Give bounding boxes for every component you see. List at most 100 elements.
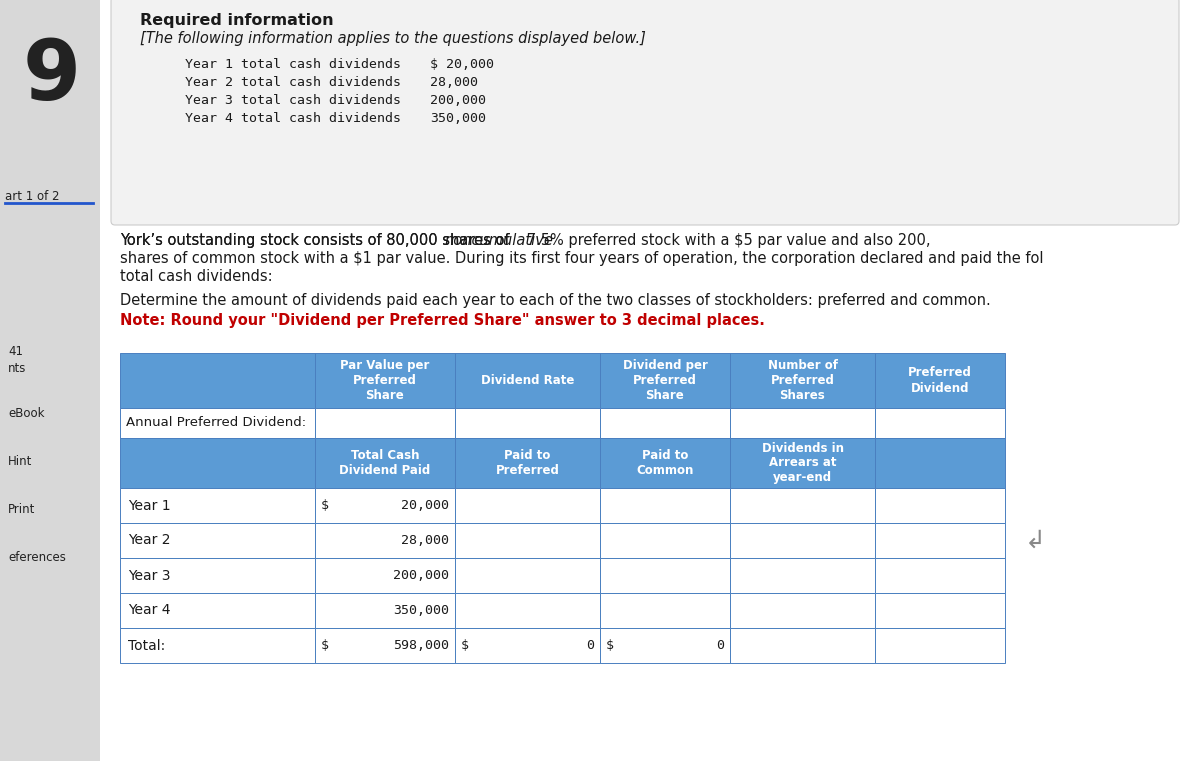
Bar xyxy=(455,408,600,438)
Bar xyxy=(314,408,455,438)
Text: 0: 0 xyxy=(586,639,594,652)
Text: 41: 41 xyxy=(8,345,23,358)
Text: Preferred
Dividend: Preferred Dividend xyxy=(908,367,972,394)
Text: Year 2: Year 2 xyxy=(128,533,170,547)
Bar xyxy=(875,353,1006,408)
Bar xyxy=(730,488,875,523)
Bar xyxy=(120,558,314,593)
Text: $ 20,000: $ 20,000 xyxy=(430,58,494,71)
Bar xyxy=(875,408,1006,438)
Text: York’s outstanding stock consists of 80,000 shares of: York’s outstanding stock consists of 80,… xyxy=(120,233,514,248)
Bar xyxy=(600,408,730,438)
Text: noncumulative: noncumulative xyxy=(444,233,553,248)
Bar xyxy=(455,628,600,663)
Text: eBook: eBook xyxy=(8,407,44,421)
Text: 350,000: 350,000 xyxy=(430,112,486,125)
Text: Par Value per
Preferred
Share: Par Value per Preferred Share xyxy=(341,359,430,402)
Text: Paid to
Preferred: Paid to Preferred xyxy=(496,449,559,477)
Text: Total Cash
Dividend Paid: Total Cash Dividend Paid xyxy=(340,449,431,477)
Bar xyxy=(600,353,730,408)
Text: $: $ xyxy=(322,639,329,652)
Text: Year 1 total cash dividends: Year 1 total cash dividends xyxy=(185,58,401,71)
Bar xyxy=(120,438,314,488)
Text: 28,000: 28,000 xyxy=(430,76,478,89)
Bar xyxy=(875,523,1006,558)
Text: [The following information applies to the questions displayed below.]: [The following information applies to th… xyxy=(140,31,646,46)
Text: 0: 0 xyxy=(716,639,724,652)
Bar xyxy=(875,628,1006,663)
Bar xyxy=(455,558,600,593)
Text: $: $ xyxy=(606,639,614,652)
Bar xyxy=(600,438,730,488)
Text: 598,000: 598,000 xyxy=(394,639,449,652)
Bar xyxy=(314,558,455,593)
Bar xyxy=(730,523,875,558)
Bar xyxy=(730,408,875,438)
Text: York’s outstanding stock consists of 80,000 shares of: York’s outstanding stock consists of 80,… xyxy=(120,233,514,248)
Text: 200,000: 200,000 xyxy=(394,569,449,582)
Bar xyxy=(120,628,314,663)
Bar xyxy=(455,353,600,408)
Text: eferences: eferences xyxy=(8,550,66,564)
Bar xyxy=(730,438,875,488)
Text: art 1 of 2: art 1 of 2 xyxy=(5,189,60,202)
Bar xyxy=(120,488,314,523)
Text: ↲: ↲ xyxy=(1025,528,1045,552)
Text: Hint: Hint xyxy=(8,455,32,469)
Text: Determine the amount of dividends paid each year to each of the two classes of s: Determine the amount of dividends paid e… xyxy=(120,293,991,308)
Bar xyxy=(730,628,875,663)
Bar xyxy=(314,488,455,523)
Text: Dividend per
Preferred
Share: Dividend per Preferred Share xyxy=(623,359,708,402)
Text: 28,000: 28,000 xyxy=(401,534,449,547)
Text: 200,000: 200,000 xyxy=(430,94,486,107)
Bar xyxy=(314,438,455,488)
Text: total cash dividends:: total cash dividends: xyxy=(120,269,272,284)
Text: 7.5% preferred stock with a $5 par value and also 200,: 7.5% preferred stock with a $5 par value… xyxy=(522,233,930,248)
Text: 9: 9 xyxy=(23,36,82,117)
Bar xyxy=(120,593,314,628)
Bar xyxy=(730,353,875,408)
Bar xyxy=(455,593,600,628)
Text: shares of common stock with a $1 par value. During its first four years of opera: shares of common stock with a $1 par val… xyxy=(120,251,1044,266)
Text: Year 3: Year 3 xyxy=(128,568,170,582)
Text: 20,000: 20,000 xyxy=(401,499,449,512)
Text: Year 1: Year 1 xyxy=(128,498,170,512)
Bar xyxy=(600,523,730,558)
Bar xyxy=(120,353,314,408)
Text: Annual Preferred Dividend:: Annual Preferred Dividend: xyxy=(126,416,306,429)
Bar xyxy=(120,408,314,438)
Text: Required information: Required information xyxy=(140,13,334,28)
Bar xyxy=(455,488,600,523)
Bar xyxy=(600,558,730,593)
Bar xyxy=(0,0,100,761)
Text: Dividend Rate: Dividend Rate xyxy=(481,374,574,387)
Bar xyxy=(730,593,875,628)
Text: Paid to
Common: Paid to Common xyxy=(636,449,694,477)
Bar xyxy=(875,438,1006,488)
Bar xyxy=(875,558,1006,593)
Text: 350,000: 350,000 xyxy=(394,604,449,617)
Bar xyxy=(455,438,600,488)
Bar xyxy=(314,353,455,408)
Bar xyxy=(730,558,875,593)
Text: Year 3 total cash dividends: Year 3 total cash dividends xyxy=(185,94,401,107)
Bar xyxy=(314,593,455,628)
Text: Number of
Preferred
Shares: Number of Preferred Shares xyxy=(768,359,838,402)
Text: $: $ xyxy=(461,639,469,652)
Text: Note: Round your "Dividend per Preferred Share" answer to 3 decimal places.: Note: Round your "Dividend per Preferred… xyxy=(120,313,764,328)
Text: nts: nts xyxy=(8,361,26,375)
Text: Year 4: Year 4 xyxy=(128,603,170,617)
Bar xyxy=(314,523,455,558)
Text: $: $ xyxy=(322,499,329,512)
Bar xyxy=(120,523,314,558)
Text: Print: Print xyxy=(8,503,35,517)
Text: Year 2 total cash dividends: Year 2 total cash dividends xyxy=(185,76,401,89)
Bar xyxy=(875,593,1006,628)
Text: Dividends in
Arrears at
year-end: Dividends in Arrears at year-end xyxy=(762,441,844,485)
Text: Total:: Total: xyxy=(128,638,166,652)
FancyBboxPatch shape xyxy=(112,0,1178,225)
Bar xyxy=(455,523,600,558)
Text: Year 4 total cash dividends: Year 4 total cash dividends xyxy=(185,112,401,125)
Bar xyxy=(600,593,730,628)
Bar xyxy=(875,488,1006,523)
